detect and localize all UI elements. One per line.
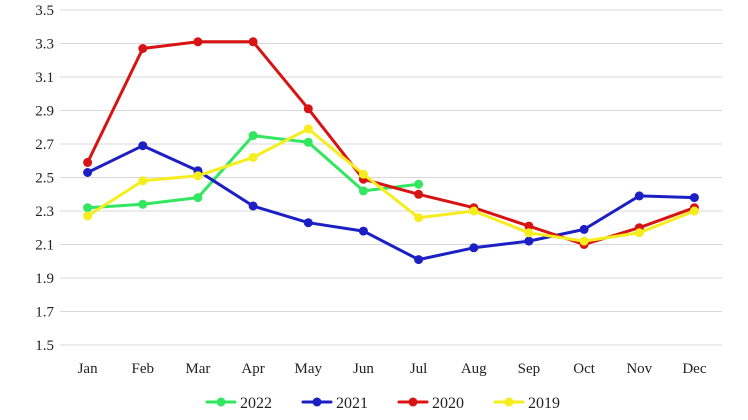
x-tick-label: Feb	[132, 361, 155, 377]
x-tick-label: Aug	[461, 361, 487, 377]
series-line	[86, 144, 696, 262]
data-point	[358, 186, 368, 196]
data-point	[138, 199, 148, 209]
data-point	[358, 226, 368, 236]
data-point	[248, 152, 258, 162]
series-line	[86, 40, 696, 246]
y-tick-label: 1.7	[35, 305, 54, 321]
x-tick-label: Jul	[410, 361, 428, 377]
y-tick-label: 2.7	[35, 137, 54, 153]
x-tick-label: May	[295, 361, 323, 377]
gridlines	[60, 9, 722, 346]
legend-item-2019: 2019	[493, 395, 560, 412]
data-point	[524, 228, 534, 238]
data-point	[634, 191, 644, 201]
legend: 2022 2021 2020 2019	[205, 395, 560, 412]
series-2019	[83, 124, 699, 246]
data-point	[83, 157, 93, 167]
y-tick-label: 2.1	[35, 238, 54, 254]
y-tick-label: 1.5	[35, 338, 54, 354]
data-point	[193, 171, 203, 181]
data-point	[303, 124, 313, 134]
y-tick-label: 2.3	[35, 204, 54, 220]
data-point	[524, 236, 534, 246]
series-line	[86, 134, 421, 210]
x-tick-label: Jun	[353, 361, 374, 377]
data-point	[414, 255, 424, 265]
x-tick-label: Oct	[573, 361, 595, 377]
legend-item-2020: 2020	[397, 395, 464, 412]
data-point	[83, 211, 93, 221]
y-tick-label: 3.5	[35, 3, 54, 19]
data-point	[248, 131, 258, 141]
series-line	[86, 127, 696, 243]
legend-swatch-marker	[216, 397, 226, 407]
x-tick-label: Mar	[185, 361, 210, 377]
data-point	[689, 206, 699, 216]
y-tick-label: 3.1	[35, 70, 54, 86]
data-point	[414, 179, 424, 189]
x-tick-label: Dec	[682, 361, 706, 377]
data-point	[689, 193, 699, 203]
series-2021	[83, 141, 699, 265]
legend-swatch-marker	[408, 397, 418, 407]
data-point	[358, 169, 368, 179]
data-point	[138, 176, 148, 186]
legend-label: 2022	[240, 395, 272, 412]
data-point	[138, 141, 148, 151]
legend-label: 2021	[336, 395, 368, 412]
legend-label: 2020	[432, 395, 464, 412]
data-point	[414, 189, 424, 199]
data-point	[193, 37, 203, 47]
data-point	[469, 243, 479, 253]
data-point	[634, 228, 644, 238]
y-tick-label: 2.5	[35, 171, 54, 187]
data-point	[83, 168, 93, 177]
x-tick-label: Nov	[626, 361, 652, 377]
y-tick-label: 1.9	[35, 271, 54, 287]
data-point	[248, 201, 258, 211]
y-axis-ticks: 1.5 1.7 1.9 2.1 2.3 2.5 2.7 2.9 3.1 3.3 3.5	[35, 3, 54, 354]
data-point	[303, 104, 313, 114]
x-tick-label: Sep	[518, 361, 541, 377]
data-point	[248, 37, 258, 47]
data-point	[193, 193, 203, 203]
data-point	[138, 44, 148, 53]
x-axis-ticks: Jan Feb Mar Apr May Jun Jul Aug Sep Oct Nov Dec	[78, 361, 707, 377]
legend-swatch-marker	[312, 397, 322, 407]
legend-item-2021: 2021	[301, 395, 368, 412]
data-point	[579, 224, 589, 234]
y-tick-label: 3.3	[35, 37, 54, 53]
data-point	[303, 218, 313, 228]
legend-swatch-marker	[504, 397, 514, 407]
legend-label: 2019	[528, 395, 560, 412]
series-group	[83, 37, 699, 265]
data-point	[83, 203, 93, 213]
data-point	[414, 213, 424, 223]
series-2022	[83, 131, 424, 213]
x-tick-label: Apr	[241, 361, 264, 377]
x-tick-label: Jan	[78, 361, 98, 377]
data-point	[469, 206, 479, 216]
y-tick-label: 2.9	[35, 104, 54, 120]
data-point	[303, 137, 313, 147]
data-point	[579, 236, 589, 246]
data-point	[524, 221, 534, 231]
legend-item-2022: 2022	[205, 395, 272, 412]
